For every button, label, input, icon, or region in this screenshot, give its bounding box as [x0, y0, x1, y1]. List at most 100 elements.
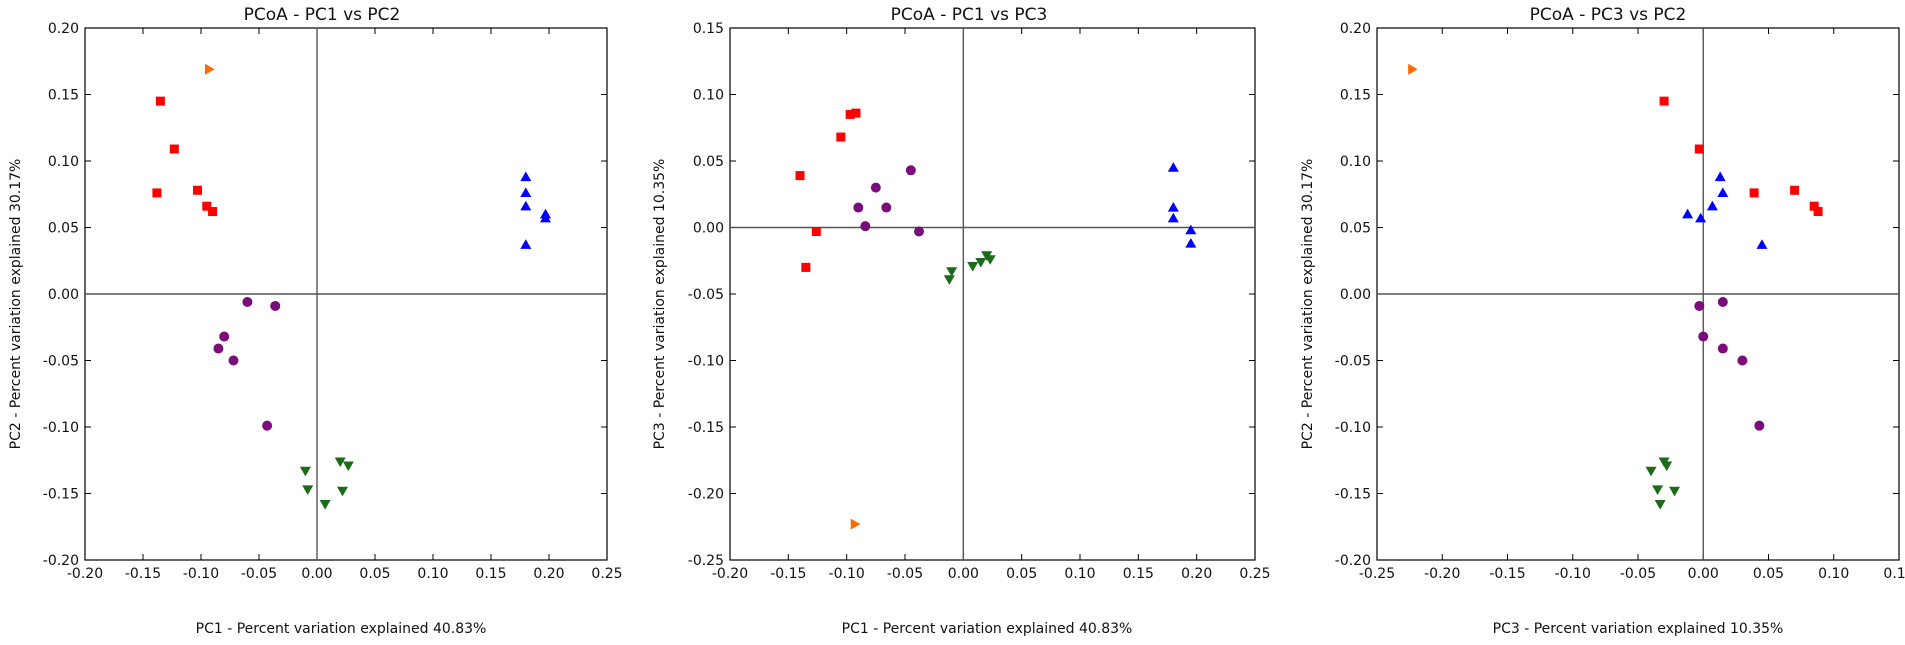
data-point	[1754, 420, 1765, 431]
y-tick-label: 0.20	[48, 21, 79, 37]
zero-lines	[730, 28, 1255, 560]
x-tick-label: 0.10	[417, 566, 448, 582]
chart-title: PCoA - PC1 vs PC2	[244, 5, 401, 25]
chart-title: PCoA - PC1 vs PC3	[891, 5, 1048, 25]
x-tick-label: 0.15	[1123, 566, 1154, 582]
data-point	[1654, 500, 1666, 510]
x-tick-label: -0.10	[183, 566, 219, 582]
y-tick-label: 0.20	[1340, 21, 1371, 37]
data-point	[811, 226, 821, 236]
x-tick-label: 0.10	[1064, 566, 1095, 582]
data-point	[975, 257, 987, 268]
x-tick-label: -0.25	[1359, 566, 1395, 582]
data-point	[1717, 343, 1728, 354]
data-point	[520, 171, 532, 182]
data-point	[984, 255, 996, 265]
x-tick-label: -0.20	[67, 566, 103, 582]
data-point	[1756, 239, 1768, 249]
y-tick-label: 0.05	[693, 154, 724, 170]
data-point	[851, 108, 861, 118]
y-tick-label: -0.15	[1335, 487, 1371, 503]
data-points	[152, 63, 552, 510]
data-point	[1167, 202, 1179, 212]
data-point	[1694, 144, 1704, 154]
x-ticks: -0.20 -0.15 -0.10 -0.05 0.00 0.05 0.10 0.15 0.20…	[67, 28, 623, 582]
data-points	[795, 108, 1197, 530]
y-tick-label: 0.00	[48, 287, 79, 303]
data-point	[1809, 201, 1819, 211]
x-tick-label: -0.05	[241, 566, 277, 582]
data-point	[801, 262, 811, 272]
data-point	[853, 202, 864, 213]
data-point	[1682, 208, 1694, 219]
x-tick-label: -0.15	[770, 566, 806, 582]
data-point	[1737, 355, 1748, 366]
chart-title: PCoA - PC3 vs PC2	[1530, 5, 1687, 25]
x-axis-label: PC1 - Percent variation explained 40.83%	[196, 621, 487, 637]
x-tick-label: -0.20	[1424, 566, 1460, 582]
data-point	[967, 261, 979, 272]
data-point	[540, 212, 552, 223]
data-point	[1749, 188, 1759, 198]
data-point	[1185, 237, 1197, 248]
y-tick-label: -0.10	[1335, 420, 1371, 436]
data-point	[204, 63, 215, 75]
y-tick-label: -0.05	[1335, 354, 1371, 370]
data-point	[795, 171, 805, 181]
x-tick-label: -0.15	[125, 566, 161, 582]
x-tick-label: 0.20	[1181, 566, 1212, 582]
data-point	[1408, 63, 1418, 75]
data-point	[270, 300, 281, 311]
data-point	[219, 331, 230, 342]
x-tick-label: -0.15	[1489, 566, 1525, 582]
data-point	[1645, 466, 1657, 477]
data-point	[905, 165, 916, 176]
data-point	[213, 343, 224, 354]
data-point	[870, 182, 881, 193]
data-point	[946, 267, 958, 277]
y-tick-label: -0.10	[43, 420, 79, 436]
data-point	[319, 500, 331, 510]
x-tick-label: -0.05	[1620, 566, 1656, 582]
y-ticks: -0.20 -0.15 -0.10 -0.05 0.00 0.05 0.10 0.15 0.20	[43, 21, 607, 569]
panel-pc1-vs-pc3: PCoA - PC1 vs PC3 -0.20 -0.15 -0.10 -0.05 0.…	[652, 5, 1271, 637]
data-point	[1714, 171, 1726, 182]
x-tick-label: 0.05	[1006, 566, 1037, 582]
data-point	[520, 187, 532, 198]
data-point	[302, 485, 314, 496]
data-point	[1706, 200, 1718, 211]
data-point	[943, 275, 955, 285]
data-point	[1698, 331, 1709, 342]
zero-lines	[85, 28, 607, 560]
y-tick-label: -0.20	[688, 487, 724, 503]
y-tick-label: 0.10	[1340, 154, 1371, 170]
x-tick-label: -0.05	[887, 566, 923, 582]
x-tick-label: 0.05	[1753, 566, 1784, 582]
y-tick-label: 0.00	[1340, 287, 1371, 303]
y-axis-label: PC2 - Percent variation explained 30.17%	[1300, 159, 1316, 450]
data-points	[1408, 63, 1823, 510]
x-tick-label: 0.15	[1883, 566, 1905, 582]
data-point	[299, 466, 311, 477]
data-point	[1652, 485, 1664, 496]
x-tick-label: -0.20	[712, 566, 748, 582]
data-point	[520, 200, 532, 211]
data-point	[1694, 300, 1705, 311]
x-tick-label: 0.00	[301, 566, 332, 582]
data-point	[1813, 207, 1823, 217]
x-tick-label: 0.00	[948, 566, 979, 582]
data-point	[1790, 185, 1800, 195]
data-point	[208, 207, 218, 217]
plot-frame	[729, 27, 1256, 561]
y-tick-label: -0.10	[688, 354, 724, 370]
y-tick-label: 0.15	[693, 21, 724, 37]
panel-pc1-vs-pc2: PCoA - PC1 vs PC2 -0.20 -0.15 -0.10 -0.05 0.…	[8, 5, 623, 637]
y-tick-label: 0.05	[48, 221, 79, 237]
x-tick-label: 0.00	[1688, 566, 1719, 582]
y-tick-label: -0.15	[43, 487, 79, 503]
y-tick-label: -0.05	[688, 287, 724, 303]
y-axis-label: PC3 - Percent variation explained 10.35%	[652, 159, 668, 450]
x-tick-label: -0.10	[829, 566, 865, 582]
data-point	[1661, 461, 1673, 472]
